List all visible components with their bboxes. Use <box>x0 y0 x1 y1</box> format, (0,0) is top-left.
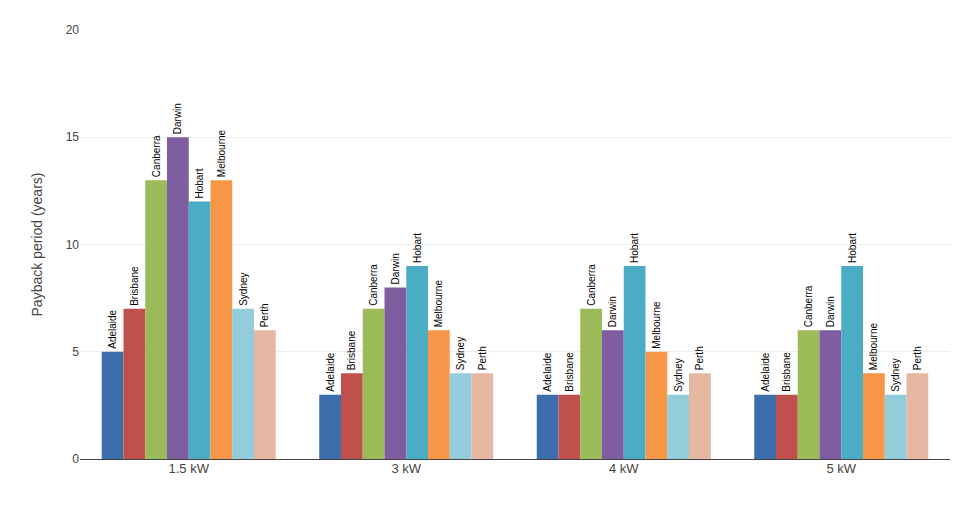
svg-text:Darwin: Darwin <box>607 296 618 327</box>
svg-text:Hobart: Hobart <box>194 168 205 198</box>
svg-text:Darwin: Darwin <box>825 296 836 327</box>
svg-text:1.5 kW: 1.5 kW <box>169 461 210 476</box>
svg-text:Sydney: Sydney <box>455 337 466 370</box>
svg-text:Perth: Perth <box>259 303 270 327</box>
svg-text:Darwin: Darwin <box>390 253 401 284</box>
svg-text:0: 0 <box>72 452 79 466</box>
svg-text:Sydney: Sydney <box>238 272 249 305</box>
svg-text:Brisbane: Brisbane <box>129 266 140 306</box>
svg-text:20: 20 <box>66 23 80 37</box>
svg-text:Brisbane: Brisbane <box>781 352 792 392</box>
svg-text:Adelaide: Adelaide <box>107 309 118 348</box>
svg-text:Adelaide: Adelaide <box>760 352 771 391</box>
svg-text:Payback period (years): Payback period (years) <box>29 173 45 317</box>
svg-text:Brisbane: Brisbane <box>346 330 357 370</box>
svg-text:Melbourne: Melbourne <box>433 280 444 328</box>
svg-text:10: 10 <box>66 238 80 252</box>
svg-text:Perth: Perth <box>694 346 705 370</box>
svg-text:Sydney: Sydney <box>673 358 684 391</box>
svg-text:15: 15 <box>66 130 80 144</box>
svg-text:Canberra: Canberra <box>586 264 597 306</box>
svg-text:Hobart: Hobart <box>629 233 640 263</box>
svg-text:Sydney: Sydney <box>890 358 901 391</box>
svg-text:Canberra: Canberra <box>803 285 814 327</box>
svg-text:Adelaide: Adelaide <box>325 352 336 391</box>
svg-text:4 kW: 4 kW <box>609 461 639 476</box>
svg-text:3 kW: 3 kW <box>391 461 421 476</box>
svg-text:Adelaide: Adelaide <box>542 352 553 391</box>
svg-text:Hobart: Hobart <box>412 233 423 263</box>
svg-text:5 kW: 5 kW <box>826 461 856 476</box>
svg-text:Canberra: Canberra <box>151 135 162 177</box>
svg-text:Perth: Perth <box>912 346 923 370</box>
svg-text:Melbourne: Melbourne <box>868 323 879 371</box>
svg-text:Brisbane: Brisbane <box>564 352 575 392</box>
svg-text:5: 5 <box>72 345 79 359</box>
svg-text:Melbourne: Melbourne <box>216 129 227 177</box>
svg-text:Darwin: Darwin <box>172 103 183 134</box>
svg-text:Melbourne: Melbourne <box>651 301 662 349</box>
svg-text:Canberra: Canberra <box>368 264 379 306</box>
svg-text:Perth: Perth <box>477 346 488 370</box>
svg-text:Hobart: Hobart <box>847 233 858 263</box>
